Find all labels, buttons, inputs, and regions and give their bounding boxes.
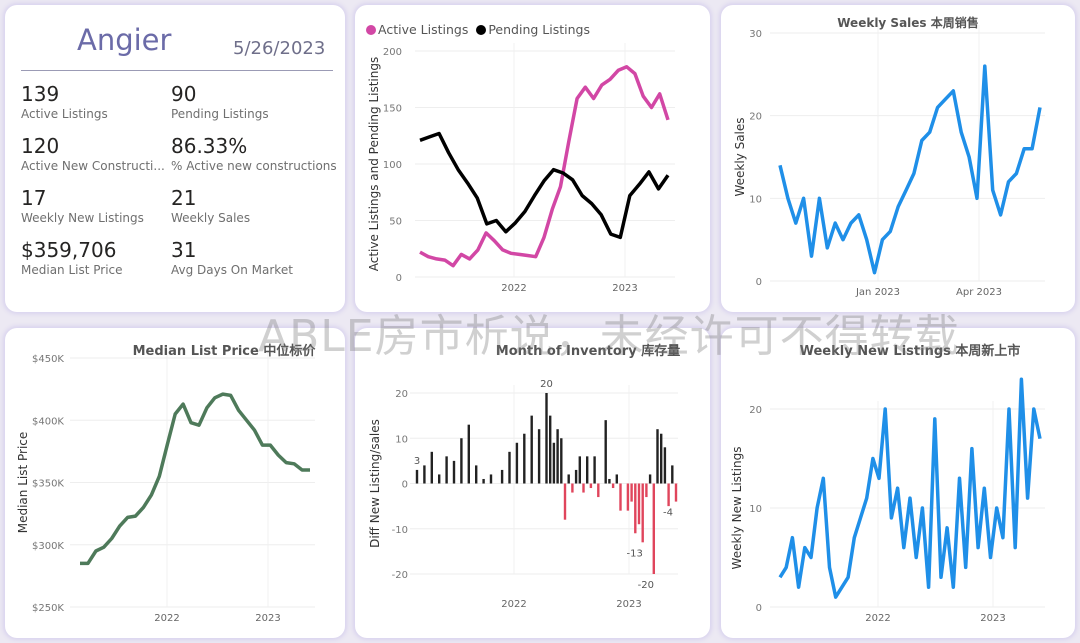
kpi-value: 21 (171, 186, 197, 210)
kpi-label: Active New Constructi... (21, 159, 165, 173)
legend-dot-icon (366, 25, 376, 35)
kpi-pct-new-construction: 86.33%% Active new constructions (171, 134, 337, 173)
kpi-value: 120 (21, 134, 60, 158)
active-pending-panel (355, 5, 710, 312)
weekly-new-listings-panel (721, 328, 1075, 638)
legend-label: Pending Listings (488, 22, 590, 37)
kpi-active-listings: 139 Active Listings (21, 82, 108, 121)
kpi-label: Weekly Sales (171, 211, 251, 225)
divider (21, 70, 333, 71)
legend-dot-icon (476, 25, 487, 35)
kpi-weekly-new-listings: 17 Weekly New Listings (21, 186, 144, 225)
weekly-sales-panel (721, 5, 1075, 312)
kpi-active-new-construction: 120 Active New Constructi... (21, 134, 165, 173)
kpi-value: 90 (171, 82, 197, 106)
kpi-value: $359,706 (21, 238, 117, 262)
kpi-value: 31 (171, 238, 197, 262)
kpi-median-list-price: $359,706 Median List Price (21, 238, 123, 277)
kpi-pending-listings: 90 Pending Listings (171, 82, 269, 121)
legend-item-pending[interactable]: Pending Listings (476, 22, 590, 37)
kpi-label: Median List Price (21, 263, 123, 277)
inventory-panel (355, 328, 710, 638)
legend-label: Active Listings (378, 22, 469, 37)
kpi-weekly-sales: 21 Weekly Sales (171, 186, 250, 225)
kpi-label: Active Listings (21, 107, 108, 121)
kpi-value: 86.33% (171, 134, 248, 158)
kpi-label: % Active new constructions (171, 159, 337, 173)
kpi-label: Weekly New Listings (21, 211, 144, 225)
chart-legend: Active Listings Pending Listings (366, 22, 590, 37)
city-title: Angier (77, 23, 172, 57)
kpi-label: Pending Listings (171, 107, 269, 121)
kpi-value: 17 (21, 186, 47, 210)
median-price-panel (5, 328, 345, 638)
kpi-avg-days-on-market: 31 Avg Days On Market (171, 238, 293, 277)
report-date: 5/26/2023 (233, 38, 326, 59)
kpi-value: 139 (21, 82, 60, 106)
kpi-card: Angier 5/26/2023 139 Active Listings 90 Pe… (5, 5, 345, 312)
legend-item-active[interactable]: Active Listings (366, 22, 468, 37)
kpi-label: Avg Days On Market (171, 263, 293, 277)
